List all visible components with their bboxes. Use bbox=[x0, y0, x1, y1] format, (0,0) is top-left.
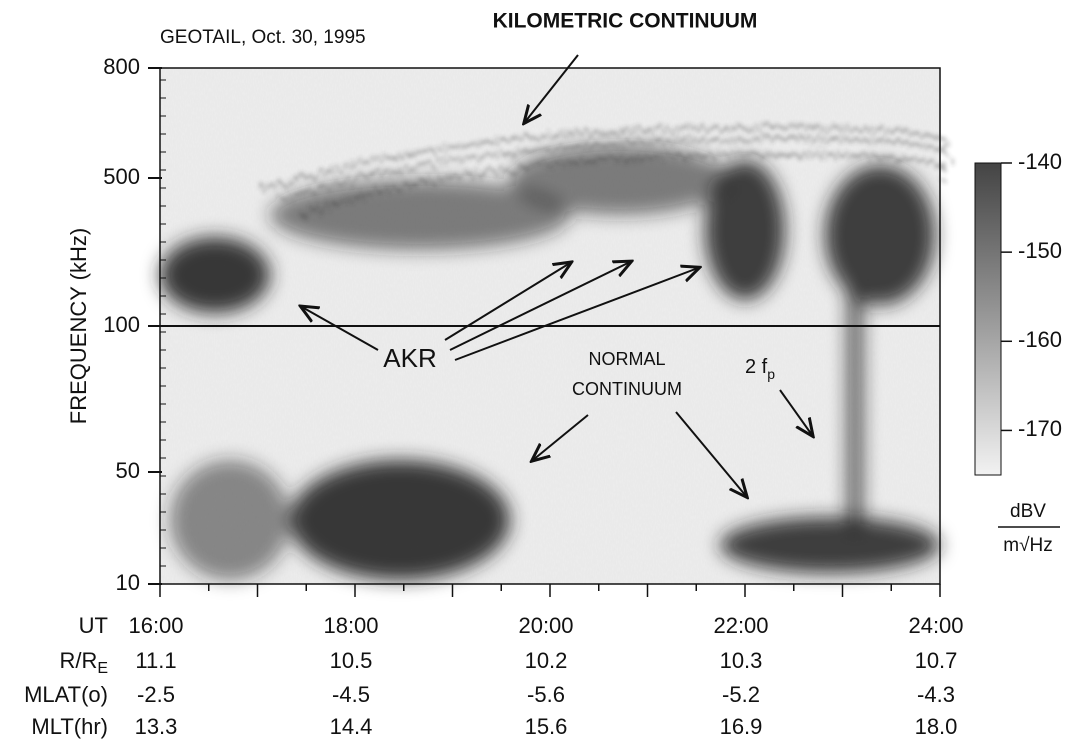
y-tick-label: 50 bbox=[116, 458, 140, 483]
ephemeris-value: 10.5 bbox=[330, 648, 373, 673]
ephemeris-value: 15.6 bbox=[525, 714, 568, 739]
y-tick-label: 800 bbox=[103, 54, 140, 79]
chart-title: GEOTAIL, Oct. 30, 1995 bbox=[160, 27, 366, 48]
x-tick-label: 18:00 bbox=[323, 613, 378, 638]
ephemeris-value: 18.0 bbox=[915, 714, 958, 739]
annotation: KILOMETRIC CONTINUUM bbox=[493, 10, 758, 33]
annotation-sub: p bbox=[767, 366, 775, 382]
row-label-sub: E bbox=[97, 660, 108, 677]
y-tick-label: 100 bbox=[103, 312, 140, 337]
row-label-text: MLAT(o) bbox=[24, 682, 108, 707]
ephemeris-value: 10.3 bbox=[720, 648, 763, 673]
colorbar-unit: m√Hz bbox=[1003, 535, 1052, 556]
x-tick-label: 20:00 bbox=[518, 613, 573, 638]
ephemeris-value: -4.3 bbox=[917, 682, 955, 707]
annotation: NORMAL bbox=[588, 349, 665, 369]
colorbar-unit: dBV bbox=[1010, 501, 1046, 522]
ephemeris-value: 10.2 bbox=[525, 648, 568, 673]
ephemeris-value: -2.5 bbox=[137, 682, 175, 707]
colorbar-tick-label: -150 bbox=[1018, 238, 1062, 263]
ephemeris-value: -4.5 bbox=[332, 682, 370, 707]
colorbar bbox=[974, 162, 1002, 476]
annotation: AKR bbox=[383, 343, 436, 373]
colorbar-tick-label: -140 bbox=[1018, 149, 1062, 174]
row-label: MLAT(o) bbox=[24, 682, 108, 707]
row-label-text: UT bbox=[79, 613, 108, 638]
y-tick-label: 10 bbox=[116, 570, 140, 595]
ephemeris-value: 16.9 bbox=[720, 714, 763, 739]
x-tick-label: 24:00 bbox=[908, 613, 963, 638]
row-label: MLT(hr) bbox=[31, 714, 108, 739]
ephemeris-value: -5.6 bbox=[527, 682, 565, 707]
ephemeris-value: 13.3 bbox=[135, 714, 178, 739]
row-label-text: R/R bbox=[59, 648, 97, 673]
annotation: CONTINUUM bbox=[572, 379, 682, 399]
y-axis-label: FREQUENCY (kHz) bbox=[66, 228, 91, 424]
colorbar-tick-label: -170 bbox=[1018, 416, 1062, 441]
ephemeris-value: -5.2 bbox=[722, 682, 760, 707]
ephemeris-value: 14.4 bbox=[330, 714, 373, 739]
y-tick-label: 500 bbox=[103, 164, 140, 189]
x-tick-label: 16:00 bbox=[128, 613, 183, 638]
annotation: 2 fp bbox=[745, 356, 775, 381]
annotation-text: 2 f bbox=[745, 356, 768, 378]
arrows bbox=[302, 54, 812, 496]
ephemeris-value: 11.1 bbox=[135, 648, 176, 673]
row-label-text: MLT(hr) bbox=[31, 714, 108, 739]
spectrogram bbox=[159, 67, 949, 585]
ephemeris-value: 10.7 bbox=[915, 648, 958, 673]
row-label: UT bbox=[79, 613, 108, 638]
row-label: R/RE bbox=[59, 648, 108, 677]
x-tick-label: 22:00 bbox=[713, 613, 768, 638]
colorbar-tick-label: -160 bbox=[1018, 327, 1062, 352]
